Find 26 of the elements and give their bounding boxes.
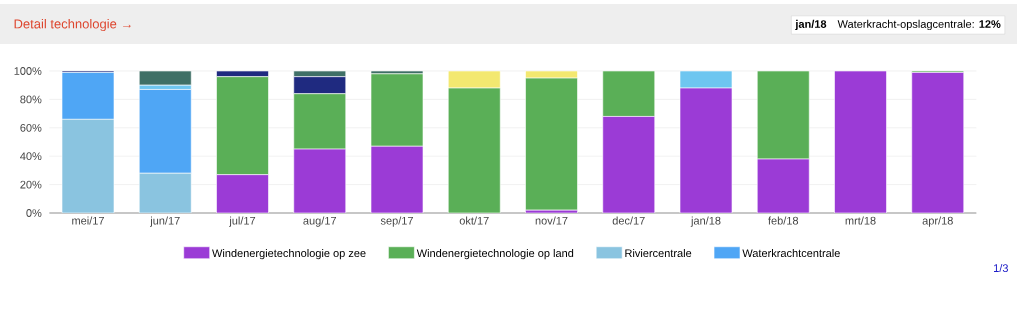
legend-label: Windenergietechnologie op zee: [212, 249, 366, 260]
x-tick-label: mrt/18: [845, 216, 876, 225]
y-tick-label: 80%: [20, 95, 42, 104]
x-tick-label: sep/17: [380, 216, 413, 227]
x-tick-label: nov/17: [535, 216, 568, 225]
x-tick-label: feb/18: [768, 216, 799, 225]
x-tick-label: apr/18: [922, 216, 953, 227]
text: Waterkracht-opslagcentrale: 12%: [837, 19, 1001, 31]
x-tick-label: aug/17: [303, 216, 337, 227]
legend-label: Waterkrachtcentrale: [742, 249, 840, 258]
x-tick-label: okt/17: [459, 216, 489, 225]
x-tick-label: jan/18: [690, 216, 721, 227]
legend-label: Windenergietechnologie op land: [416, 249, 574, 260]
y-tick-label: 0%: [26, 209, 42, 217]
y-tick-label: 40%: [20, 152, 42, 161]
y-tick-label: 20%: [20, 180, 42, 189]
legend-label: Riviercentrale: [625, 249, 692, 258]
y-tick-label: 100%: [14, 67, 42, 75]
y-tick-label: 60%: [20, 123, 42, 132]
text: 1/3: [994, 263, 1008, 273]
x-tick-label: jun/17: [150, 216, 180, 227]
chart-title: Detail technologie →: [14, 18, 131, 32]
x-tick-label: dec/17: [612, 216, 645, 225]
text: jan/18: [795, 19, 827, 31]
x-tick-label: mei/17: [72, 216, 104, 225]
x-tick-label: jul/17: [229, 216, 256, 227]
